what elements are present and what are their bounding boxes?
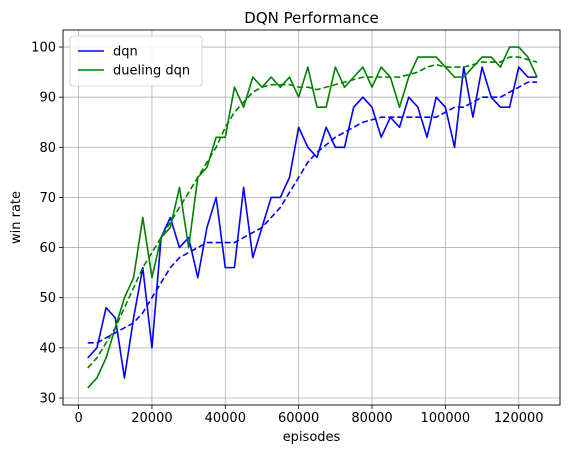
chart-title: DQN Performance	[244, 9, 378, 27]
y-tick-label: 30	[39, 391, 56, 406]
x-tick-label: 80000	[351, 411, 392, 426]
trend-line-3	[87, 56, 538, 369]
y-tick-label: 100	[31, 41, 56, 56]
grid-lines	[63, 30, 560, 405]
x-tick-label: 60000	[278, 411, 319, 426]
y-tick-label: 60	[39, 241, 56, 256]
x-axis-label: episodes	[283, 430, 341, 445]
axis-ticks: 0 20000 40000 60000 80000 100000 120000 30 40 50 6…	[31, 41, 543, 426]
x-tick-label: 120000	[494, 411, 544, 426]
x-tick-label: 0	[74, 411, 82, 426]
legend-label: dqn	[113, 45, 138, 60]
trend-line-2	[87, 81, 538, 344]
series-lines	[87, 46, 538, 389]
legend-label: dueling dqn	[113, 64, 190, 79]
y-tick-label: 40	[39, 341, 56, 356]
y-tick-label: 50	[39, 291, 56, 306]
x-tick-label: 100000	[421, 411, 471, 426]
legend-box	[69, 35, 203, 87]
y-tick-label: 70	[39, 191, 56, 206]
y-axis-label: win rate	[9, 191, 24, 244]
plot-frame	[62, 29, 561, 406]
y-tick-label: 90	[39, 91, 56, 106]
x-tick-label: 20000	[131, 411, 172, 426]
x-tick-label: 40000	[205, 411, 246, 426]
legend: dqn dueling dqn	[69, 35, 203, 87]
y-tick-label: 80	[39, 141, 56, 156]
series-line-dueling-dqn	[87, 46, 538, 389]
